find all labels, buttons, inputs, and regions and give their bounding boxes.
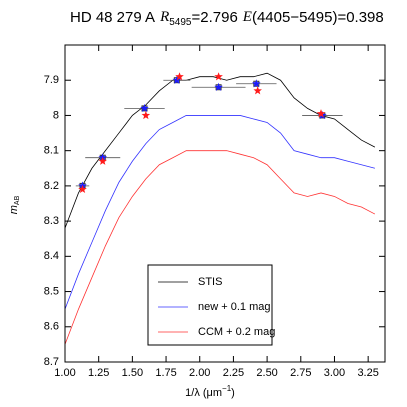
photometry-star bbox=[140, 103, 149, 113]
x-tick-label: 2.25 bbox=[223, 367, 244, 379]
x-label-part: ) bbox=[231, 387, 235, 399]
title-part: R bbox=[159, 9, 169, 25]
plot-frame bbox=[64, 44, 386, 363]
photometry-star bbox=[172, 75, 182, 84]
photometry-star bbox=[175, 72, 184, 81]
y-tick-label: 8.5 bbox=[44, 285, 59, 297]
y-label-part: AB bbox=[14, 195, 21, 205]
x-label-part: −1 bbox=[222, 384, 232, 393]
legend-label: new + 0.1 mag bbox=[198, 301, 270, 313]
x-label-part: 1/λ (μm bbox=[185, 387, 222, 399]
legend-label: STIS bbox=[198, 276, 222, 288]
y-label-part: m bbox=[8, 205, 20, 214]
title-part: E bbox=[242, 9, 252, 25]
x-tick-label: 3.25 bbox=[357, 367, 378, 379]
x-tick-label: 2.75 bbox=[290, 367, 311, 379]
x-tick-label: 3.00 bbox=[324, 367, 345, 379]
title-part: (4405−5495)=0.398 bbox=[252, 9, 384, 26]
x-tick-label: 1.75 bbox=[155, 367, 176, 379]
title-part: =2.796 bbox=[191, 9, 237, 26]
y-tick-label: 8.1 bbox=[44, 145, 59, 157]
x-tick-label: 2.00 bbox=[189, 367, 210, 379]
x-tick-label: 1.50 bbox=[122, 367, 143, 379]
photometry-star bbox=[98, 156, 108, 165]
y-tick-label: 7.9 bbox=[44, 74, 59, 86]
y-tick-label: 8 bbox=[53, 109, 59, 121]
legend: STIS new + 0.1 mag CCM + 0.2 mag bbox=[147, 264, 275, 346]
photometry-star bbox=[214, 72, 223, 81]
spectrum-line bbox=[64, 115, 375, 310]
y-tick-label: 8.6 bbox=[44, 321, 59, 333]
y-tick-label: 8.3 bbox=[44, 215, 59, 227]
x-tick-label: 2.50 bbox=[256, 367, 277, 379]
legend-label: CCM + 0.2 mag bbox=[198, 326, 275, 338]
y-tick-label: 8.2 bbox=[44, 180, 59, 192]
spectrum-line bbox=[64, 150, 376, 345]
photometry-star bbox=[253, 86, 262, 95]
title-part: 5495 bbox=[169, 17, 192, 28]
y-tick-label: 8.7 bbox=[44, 356, 59, 368]
photometry-star bbox=[141, 110, 151, 120]
photometry-star bbox=[214, 82, 223, 91]
photometry-star bbox=[316, 109, 326, 118]
y-tick-label: 8.4 bbox=[44, 250, 59, 262]
x-tick-label: 1.00 bbox=[54, 367, 75, 379]
x-tick-label: 1.25 bbox=[88, 367, 109, 379]
chart-title: HD 48 279 A R5495=2.796 E(4405−5495)=0.398 bbox=[70, 9, 384, 28]
y-axis-label: mAB bbox=[8, 195, 21, 214]
title-part: HD 48 279 A bbox=[70, 9, 155, 26]
photometry-star bbox=[252, 79, 261, 88]
x-axis-label: 1/λ (μm−1) bbox=[185, 384, 235, 399]
photometry-star bbox=[78, 184, 87, 194]
